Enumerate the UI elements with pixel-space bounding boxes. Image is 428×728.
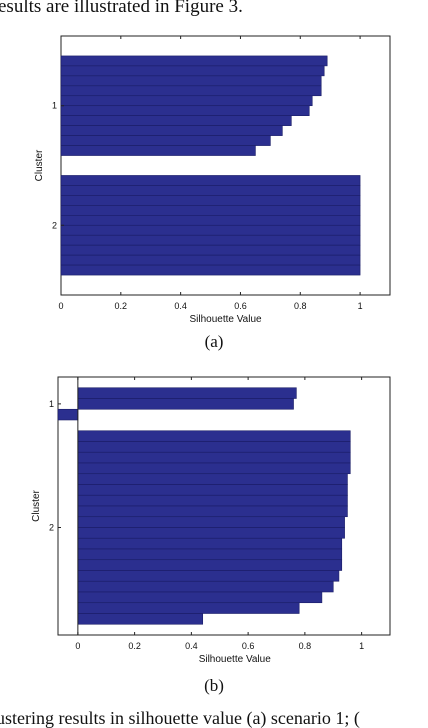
bar-cluster-2-1 bbox=[60, 175, 361, 186]
x-tick-label-0.2: 0.2 bbox=[115, 301, 128, 311]
bar-cluster-1-2 bbox=[60, 65, 325, 77]
silhouette-chart-b: 1 2 0 0.2 0.4 0.6 0.8 1 Silhouette Value Cluster bbox=[31, 376, 391, 665]
bar-cluster-2-2 bbox=[60, 185, 361, 196]
bar-cluster-1-1 bbox=[77, 387, 297, 399]
bar-cluster-2-7 bbox=[77, 494, 348, 507]
bar-cluster-2-6 bbox=[77, 484, 348, 496]
bar-cluster-2-4 bbox=[60, 205, 361, 216]
x-tick-label-0.6: 0.6 bbox=[242, 641, 255, 651]
caption-b: (b) bbox=[204, 676, 224, 695]
y-axis-label: Cluster bbox=[34, 149, 45, 181]
bar-cluster-2-13 bbox=[77, 559, 343, 571]
bar-cluster-2-5 bbox=[60, 215, 361, 226]
bar-cluster-2-14 bbox=[77, 570, 340, 582]
x-tick-label-0: 0 bbox=[75, 641, 80, 651]
x-tick-label-0: 0 bbox=[58, 301, 63, 311]
bar-cluster-2-11 bbox=[77, 537, 343, 550]
bar-cluster-1-8 bbox=[60, 125, 283, 136]
y-axis-label: Cluster bbox=[31, 489, 42, 521]
preceding-text-line: esults are illustrated in Figure 3. bbox=[0, 0, 243, 17]
y-tick-label-cluster-1: 1 bbox=[52, 101, 57, 111]
bar-cluster-1-10 bbox=[60, 145, 256, 156]
bar-cluster-2-18 bbox=[77, 613, 204, 625]
x-tick-label-0.4: 0.4 bbox=[185, 641, 198, 651]
figure-caption-line: ustering results in silhouette value (a)… bbox=[0, 708, 360, 728]
caption-a: (a) bbox=[204, 332, 224, 351]
bar-cluster-2-15 bbox=[77, 580, 334, 593]
bar-cluster-2-5 bbox=[77, 473, 348, 485]
y-tick-label-cluster-2: 2 bbox=[52, 220, 57, 230]
bar-cluster-2-17 bbox=[77, 602, 300, 614]
bar-cluster-1-2 bbox=[77, 398, 294, 410]
y-tick-label-cluster-1: 1 bbox=[49, 399, 54, 409]
bar-cluster-2-8 bbox=[77, 505, 348, 518]
bar-cluster-1-6 bbox=[60, 105, 310, 116]
bar-cluster-2-6 bbox=[60, 224, 361, 236]
bar-cluster-1-1 bbox=[60, 55, 328, 67]
bar-cluster-2-10 bbox=[77, 527, 345, 539]
x-tick-label-0.6: 0.6 bbox=[234, 301, 247, 311]
x-tick-label-0.8: 0.8 bbox=[299, 641, 312, 651]
x-axis-label: Silhouette Value bbox=[189, 314, 262, 325]
x-tick-label-0.4: 0.4 bbox=[174, 301, 187, 311]
bar-cluster-1-3 bbox=[57, 408, 79, 421]
x-tick-label-0.2: 0.2 bbox=[128, 641, 141, 651]
bar-cluster-1-7 bbox=[60, 115, 292, 126]
bar-cluster-2-7 bbox=[60, 234, 361, 246]
x-tick-label-0.8: 0.8 bbox=[294, 301, 307, 311]
bar-cluster-2-10 bbox=[60, 264, 361, 276]
bar-cluster-2-4 bbox=[77, 462, 351, 475]
x-tick-label-1: 1 bbox=[358, 301, 363, 311]
bar-cluster-2-16 bbox=[77, 591, 323, 604]
x-tick-label-1: 1 bbox=[359, 641, 364, 651]
bar-cluster-2-8 bbox=[60, 244, 361, 256]
bar-cluster-2-3 bbox=[77, 451, 351, 464]
bar-cluster-2-3 bbox=[60, 195, 361, 206]
bar-cluster-1-4 bbox=[60, 85, 322, 97]
x-axis-label: Silhouette Value bbox=[199, 654, 272, 665]
bar-cluster-2-9 bbox=[60, 254, 361, 266]
plot-frame bbox=[60, 35, 391, 296]
bar-cluster-2-9 bbox=[77, 516, 345, 528]
bar-cluster-1-3 bbox=[60, 75, 322, 87]
bar-cluster-2-12 bbox=[77, 548, 343, 561]
plot-frame bbox=[57, 376, 391, 636]
y-tick-label-cluster-2: 2 bbox=[49, 523, 54, 533]
silhouette-chart-a: 1 2 0 0.2 0.4 0.6 0.8 1 Silhouette Value Cluster bbox=[34, 35, 391, 325]
bar-cluster-2-2 bbox=[77, 441, 351, 453]
bar-cluster-1-5 bbox=[60, 95, 313, 107]
bar-cluster-1-9 bbox=[60, 135, 271, 146]
bar-cluster-2-1 bbox=[77, 430, 351, 442]
